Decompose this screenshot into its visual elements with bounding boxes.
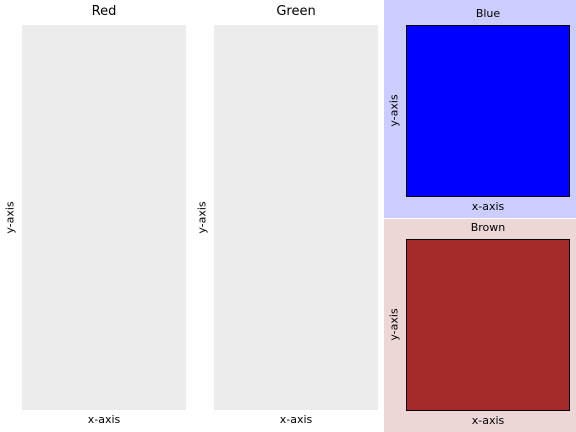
blue-x-axis-label: x-axis — [471, 200, 505, 213]
green-x-axis-label: x-axis — [279, 413, 313, 426]
brown-axes — [406, 239, 570, 411]
red-y-axis-label: y-axis — [3, 201, 17, 234]
brown-y-axis-label: y-axis — [387, 308, 401, 341]
green-axes — [214, 25, 378, 410]
green-y-axis-label: y-axis — [195, 201, 209, 234]
blue-axes — [406, 25, 570, 197]
red-axes — [22, 25, 186, 410]
blue-subfigure: Blue x-axis y-axis — [384, 0, 576, 218]
green-panel-title: Green — [276, 4, 316, 19]
brown-panel-title: Brown — [470, 221, 506, 234]
blue-panel-title: Blue — [475, 7, 501, 20]
blue-y-axis-label: y-axis — [387, 94, 401, 127]
red-x-axis-label: x-axis — [87, 413, 121, 426]
brown-subfigure: Brown x-axis y-axis — [384, 219, 576, 432]
brown-x-axis-label: x-axis — [471, 414, 505, 427]
red-panel-title: Red — [91, 4, 117, 19]
